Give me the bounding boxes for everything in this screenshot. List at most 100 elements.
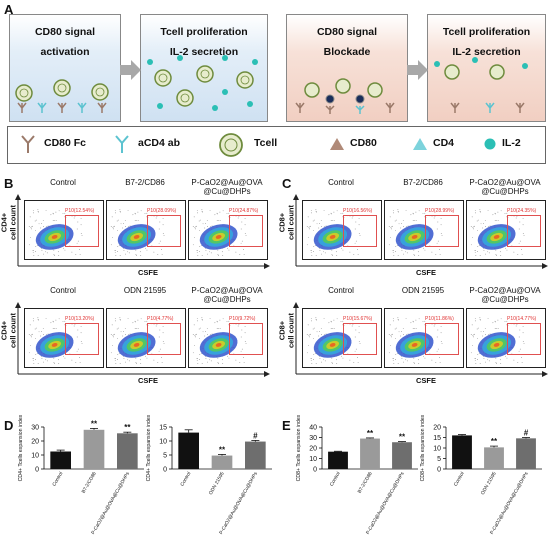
bar [245,441,266,469]
category-label: Control [51,471,64,487]
well-4-line2: IL-2 secretion [452,46,521,58]
well-2-line2: IL-2 secretion [169,46,239,58]
panel-c-label: C [282,176,292,191]
category-label: ODN 21595 [208,471,226,496]
x-axis-label: CSFE [138,268,159,277]
significance-label: ** [219,445,226,454]
y-axis-label: CD4+ Tcells expansion index [146,415,152,481]
bar [484,447,504,469]
y-tick-label: 15 [433,435,441,442]
flow-plot: P10(15.67%) [302,308,382,368]
tcell-icon [219,133,243,157]
flow-plot: P10(24.35%) [466,200,546,260]
il2-icon [177,55,183,61]
gate-label: P10(15.67%) [343,316,373,322]
tcell-icon [91,83,109,101]
plot-title: Control [50,286,76,295]
gate-region [147,215,181,247]
gate-region [507,215,541,247]
well-blockade: CD80 signal Blockade [286,14,408,122]
well-1-line2: activation [40,46,90,58]
y-tick-label: 30 [31,425,39,432]
flow-plot: P10(14.77%) [466,308,546,368]
bar [392,442,412,469]
gate-label: P10(4.77%) [147,316,174,322]
gate-region [343,323,377,355]
arrow-right-icon [407,60,428,80]
cd80-fc-icon [57,102,67,113]
y-tick-label: 10 [309,456,317,463]
gate-label: P10(16.56%) [343,208,373,214]
y-tick-label: 20 [433,425,441,432]
legend-cd4: CD4 [433,137,455,149]
bar [360,438,380,469]
bar-charts: 0 10 20 30 CD4+ Tcells expansion index Contro… [18,415,542,536]
il2-icon [222,55,228,61]
bar [117,433,138,469]
gate-region [507,323,541,355]
plot-title: B7-2/CD86 [125,178,165,187]
bar [50,451,71,469]
plot-title: B7-2/CD86 [403,178,443,187]
gate-region [65,323,99,355]
panel-e-label: E [282,418,291,433]
y-axis-label-line1: CD8+ [277,212,287,233]
bar [516,438,536,469]
axis-arrows [15,194,270,269]
gate-region [343,215,377,247]
gate-region [425,323,459,355]
plot-title: Control [50,178,76,187]
significance-label: ** [491,437,498,446]
flow-plot: P10(12.54%) [24,200,104,260]
flow-plot: P10(9.72%) [188,308,268,368]
acd4-ab-icon [37,102,47,113]
category-label: P-CaO2@Au@OVA@Cu@DHPs [489,470,530,535]
y-axis-label-line1: CD4+ [0,320,9,341]
y-tick-label: 30 [309,435,317,442]
tcell-icon [367,82,383,98]
y-tick-label: 0 [313,467,317,474]
panel-b-label: B [4,176,14,191]
tcell-icon [176,89,194,107]
plot-title: ODN 21595 [401,286,445,295]
legend-tcell: Tcell [254,137,278,149]
gate-label: P10(28.09%) [147,208,177,214]
il2-icon [212,105,218,111]
category-label: B7-2/CD86 [81,471,98,495]
well-4-line1: Tcell proliferation [442,26,531,38]
acd4-ab-icon [77,102,87,113]
category-label: P-CaO2@Au@OVA@Cu@DHPs [218,470,259,535]
y-tick-label: 5 [163,453,167,460]
panel-a-label: A [4,2,14,17]
significance-label: ** [367,429,374,438]
cd80-fc-icon [97,102,107,113]
tcell-icon [444,64,460,80]
gate-label: P10(14.77%) [507,316,537,322]
y-tick-label: 10 [159,439,167,446]
cd80-icon [330,138,344,150]
x-axis-label: CSFE [416,268,437,277]
x-axis-label: CSFE [416,376,437,385]
arrow-right-icon [120,60,141,80]
legend-il2: IL-2 [502,137,521,149]
bar [211,455,233,469]
y-axis-label: CD8+ Tcells expansion index [296,415,302,481]
bar [452,435,472,469]
axis-arrows [293,194,548,269]
tcell-icon [335,78,351,94]
flow-plot: P10(4.77%) [106,308,186,368]
well-3-line1: CD80 signal [316,26,378,38]
y-axis-label-line1: CD8+ [277,320,287,341]
well-1-line1: CD80 signal [34,26,96,38]
plot-title: Control [328,286,354,295]
il2-icon [252,59,258,65]
tcell-icon [304,82,320,98]
legend: CD80 Fc aCD4 ab Tcell CD80 CD4 IL-2 [7,126,546,164]
il2-icon [247,101,253,107]
y-tick-label: 10 [433,446,441,453]
y-axis-label-line1: CD4+ [0,212,9,233]
y-tick-label: 10 [31,453,39,460]
plot-title: Control [328,178,354,187]
flow-plot: P10(28.09%) [106,200,186,260]
tcell-icon [236,71,254,89]
